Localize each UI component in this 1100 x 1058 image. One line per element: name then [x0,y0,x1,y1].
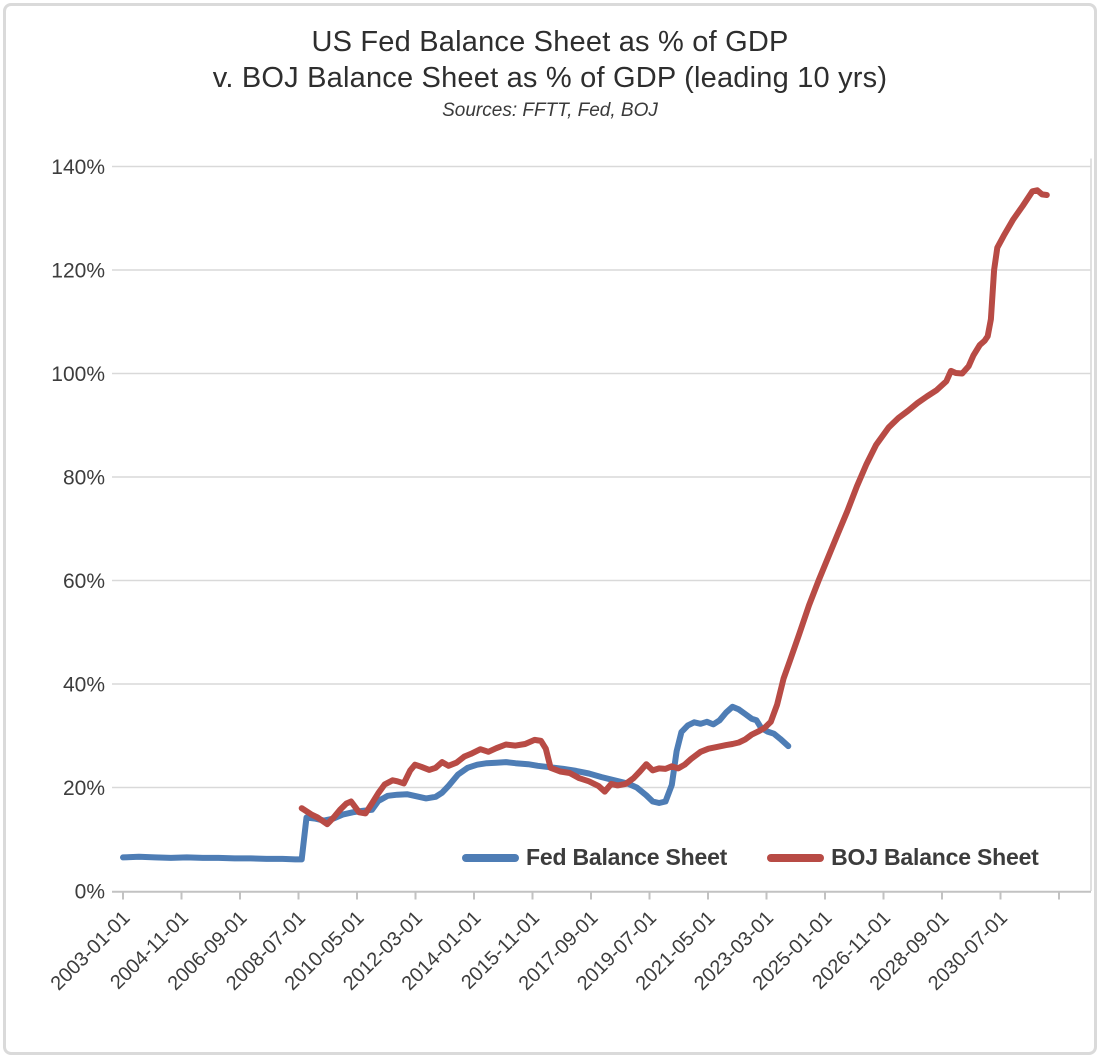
chart-subtitle: v. BOJ Balance Sheet as % of GDP (leadin… [212,62,888,94]
y-tick-label: 40% [63,674,105,697]
legend-label-fed: Fed Balance Sheet [526,844,728,870]
chart-frame [3,3,1097,1055]
y-tick-label: 100% [51,363,105,386]
legend-item-fed: Fed Balance Sheet [462,844,727,871]
y-tick-label: 120% [51,260,105,283]
y-tick-label: 80% [63,467,105,490]
legend-item-boj: BOJ Balance Sheet [767,844,1039,871]
y-tick-label: 20% [63,777,105,800]
chart-title: US Fed Balance Sheet as % of GDP [311,26,789,58]
boj-line-swatch-icon [767,853,825,862]
legend-label-boj: BOJ Balance Sheet [831,844,1039,870]
chart-header: US Fed Balance Sheet as % of GDP v. BOJ … [0,24,1100,124]
y-tick-label: 60% [63,570,105,593]
y-tick-label: 0% [75,881,105,904]
fed-line-swatch-icon [462,853,519,862]
boj-balance-sheet-line [298,187,1050,828]
chart-sources-note: Sources: FFTT, Fed, BOJ [442,100,658,121]
y-tick-label: 140% [51,156,105,179]
fed-balance-sheet-line [120,703,792,863]
chart-legend: Fed Balance Sheet BOJ Balance Sheet [462,844,1039,871]
